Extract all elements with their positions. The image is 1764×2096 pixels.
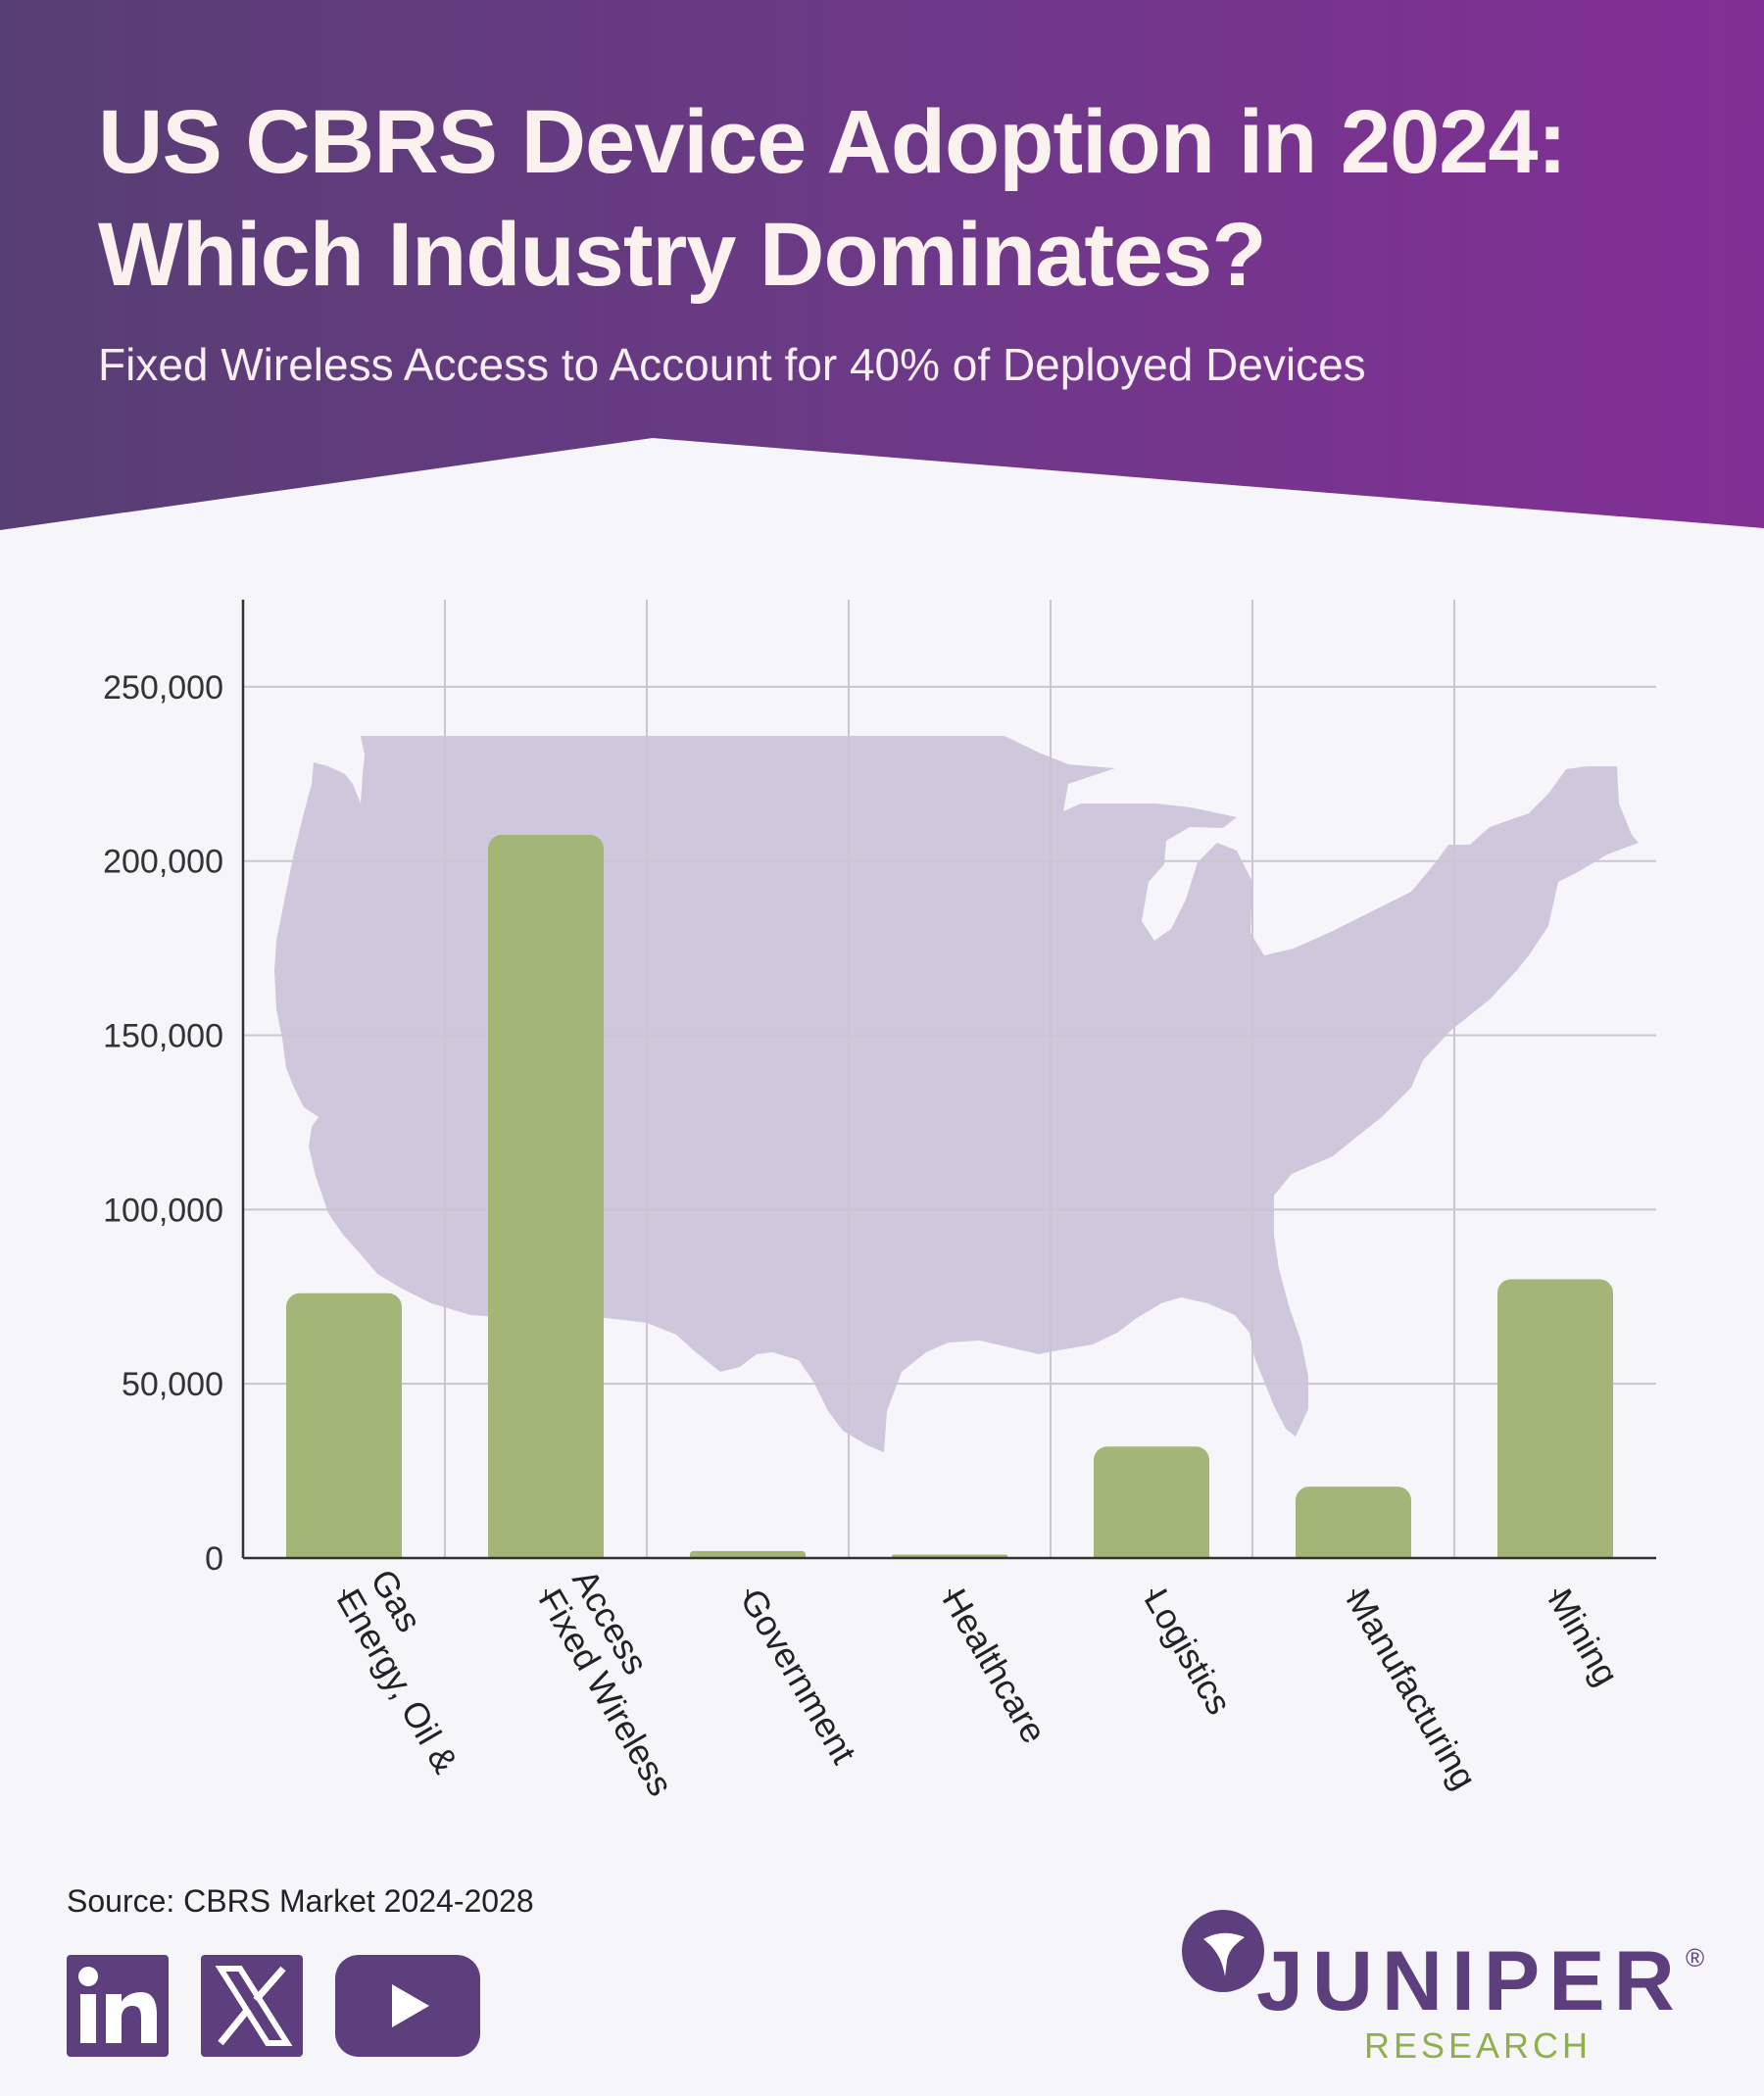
- x-tick-label: Energy, Oil &Gas: [328, 1563, 500, 1780]
- x-tick-label-line: Manufacturing: [1338, 1583, 1485, 1796]
- us-map-silhouette: [274, 736, 1639, 1452]
- y-tick-label: 150,000: [103, 1018, 223, 1055]
- page-title: US CBRS Device Adoption in 2024: Which I…: [98, 86, 1705, 312]
- x-tick-label: Government: [732, 1583, 864, 1771]
- x-tick-label-line: Logistics: [1136, 1583, 1240, 1722]
- y-tick-label: 50,000: [122, 1366, 223, 1403]
- x-tick-label-line: Mining: [1540, 1583, 1627, 1692]
- page-subtitle: Fixed Wireless Access to Account for 40%…: [98, 339, 1366, 390]
- y-tick-labels: 0 50,000 100,000 150,000 200,000 250,000: [103, 669, 223, 1578]
- x-tick-label: Logistics: [1136, 1583, 1240, 1722]
- bar: [1497, 1279, 1613, 1572]
- juniper-logo-icon: [1182, 1910, 1264, 1992]
- y-tick-label: 100,000: [103, 1192, 223, 1229]
- x-tick-label: Mining: [1540, 1583, 1627, 1692]
- bar: [1094, 1446, 1209, 1572]
- axis-mask: [241, 1558, 1658, 1578]
- y-tick-label: 250,000: [103, 669, 223, 707]
- x-tick-labels: Energy, Oil &Gas Fixed WirelessAccess Gove…: [328, 1563, 1627, 1803]
- header-banner: [0, 0, 1764, 530]
- axes: [241, 600, 1658, 1599]
- logo-subtitle: RESEARCH: [1364, 2025, 1592, 2066]
- juniper-research-logo: JUNIPER ® RESEARCH: [1176, 1906, 1725, 2066]
- logo-registered: ®: [1686, 1943, 1705, 1973]
- title-line-2: Which Industry Dominates?: [98, 205, 1267, 305]
- x-tick-label: Healthcare: [934, 1583, 1054, 1750]
- source-note: Source: CBRS Market 2024-2028: [67, 1883, 534, 1919]
- x-tick-label-line: Government: [732, 1583, 864, 1771]
- bar-chart: 0 50,000 100,000 150,000 200,000 250,000 Ener…: [103, 600, 1658, 1803]
- x-tick-label: Manufacturing: [1338, 1583, 1485, 1796]
- bar: [1296, 1487, 1411, 1572]
- logo-wordmark: JUNIPER: [1256, 1934, 1684, 2028]
- x-tick-label-line: Healthcare: [934, 1583, 1054, 1750]
- y-tick-label: 0: [205, 1540, 223, 1578]
- bars: [286, 835, 1613, 1572]
- x-tick-label: Fixed WirelessAccess: [530, 1563, 714, 1803]
- bar: [488, 835, 604, 1572]
- grid-lines: [243, 600, 1656, 1558]
- youtube-icon[interactable]: [335, 1955, 480, 2057]
- y-tick-label: 200,000: [103, 844, 223, 881]
- title-line-1: US CBRS Device Adoption in 2024:: [98, 92, 1567, 192]
- linkedin-icon[interactable]: [67, 1955, 169, 2057]
- x-icon[interactable]: [201, 1955, 303, 2057]
- bar: [286, 1292, 402, 1572]
